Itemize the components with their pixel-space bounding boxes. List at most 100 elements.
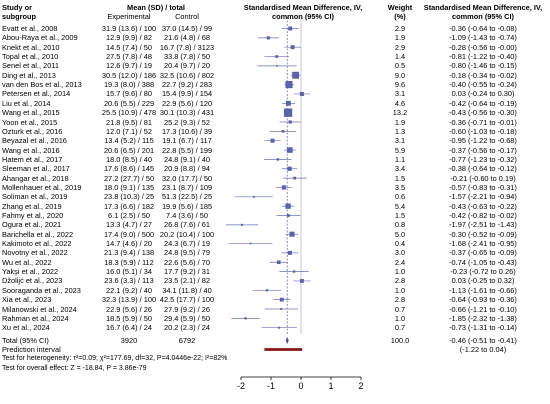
study-weight: 0.7 bbox=[394, 323, 406, 333]
prediction-label: Prediction interval bbox=[2, 345, 61, 354]
study-name: Yakşi et al., 2022 bbox=[2, 267, 59, 277]
total-diamond bbox=[285, 337, 289, 344]
study-name: Knekt et al., 2010 bbox=[2, 42, 60, 52]
study-ci-text: 0.03 (-0.25 to 0.32) bbox=[451, 276, 515, 286]
study-name: Džolijć et al., 2023 bbox=[2, 276, 63, 286]
study-control: 29.4 (5.9) / 50 bbox=[163, 313, 210, 323]
study-name: Mollenhauer et al., 2019 bbox=[2, 182, 82, 192]
study-square bbox=[285, 81, 293, 89]
study-ci-text: -0.57 (-0.83 to -0.31) bbox=[449, 182, 517, 192]
study-ci-text: -0.36 (-0.64 to -0.08) bbox=[449, 24, 517, 33]
study-name: Liu et al., 2014 bbox=[2, 98, 51, 108]
study-control: 20.2 (2.3) / 24 bbox=[163, 323, 210, 333]
study-control: 37.0 (14.5) / 99 bbox=[161, 24, 213, 33]
study-experimental: 22.1 (9.2) / 40 bbox=[105, 285, 152, 295]
study-weight: 4.6 bbox=[394, 98, 406, 108]
study-experimental: 23.8 (10.3) / 25 bbox=[103, 192, 155, 202]
study-control: 19.9 (5.6) / 185 bbox=[161, 201, 213, 211]
study-weight: 1.4 bbox=[394, 52, 406, 62]
study-weight: 9.0 bbox=[394, 70, 406, 80]
study-name: Beyazal et al., 2016 bbox=[2, 136, 67, 146]
study-weight: 3.4 bbox=[394, 164, 406, 174]
study-name: Ozturk et al., 2016 bbox=[2, 126, 63, 136]
study-experimental: 12.6 (9.7) / 19 bbox=[105, 61, 152, 71]
study-name: Evatt et al., 2008 bbox=[2, 24, 58, 33]
study-weight: 2.9 bbox=[394, 42, 406, 52]
study-square bbox=[275, 55, 279, 58]
study-experimental: 21.3 (9.4) / 138 bbox=[103, 248, 155, 258]
study-ci-text: -1.68 (-2.41 to -0.95) bbox=[449, 239, 517, 249]
study-experimental: 14.5 (7.4) / 50 bbox=[105, 42, 152, 52]
total-exp-n: 3920 bbox=[120, 336, 138, 345]
study-control: 20.2 (10.4) / 100 bbox=[159, 229, 215, 239]
study-control: 42.5 (17.7) / 100 bbox=[159, 295, 215, 305]
study-weight: 9.6 bbox=[394, 80, 406, 90]
study-square bbox=[279, 297, 284, 302]
study-experimental: 13.4 (5.2) / 115 bbox=[104, 136, 154, 146]
study-experimental: 27.2 (27.7) / 50 bbox=[103, 173, 155, 183]
study-square bbox=[288, 120, 292, 124]
study-experimental: 30.5 (12.0) / 186 bbox=[101, 70, 157, 80]
study-weight: 1.5 bbox=[394, 211, 406, 220]
study-control: 25.2 (9.3) / 52 bbox=[163, 117, 210, 127]
study-ci-text: -0.64 (-0.93 to -0.36) bbox=[449, 295, 517, 305]
study-weight: 1.1 bbox=[394, 154, 406, 164]
header-subgroup: subgroup bbox=[2, 12, 37, 21]
study-square bbox=[283, 108, 293, 117]
header-mean-sd-total: Mean (SD) / total bbox=[127, 3, 185, 12]
total-ctrl-n: 6792 bbox=[178, 336, 196, 345]
x-tick-label: 1 bbox=[328, 381, 334, 391]
study-square bbox=[288, 26, 293, 31]
study-control: 19.1 (6.7) / 117 bbox=[162, 136, 212, 146]
study-name: Rahman et al., 2024 bbox=[2, 313, 69, 323]
study-ci-text: -0.73 (-1.31 to -0.14) bbox=[449, 323, 517, 333]
study-ci-text: -0.42 (-0.82 to -0.02) bbox=[449, 211, 517, 220]
study-square bbox=[287, 166, 292, 171]
study-ci-text: -0.40 (-0.55 to -0.24) bbox=[449, 80, 517, 90]
study-weight: 2.9 bbox=[394, 24, 406, 33]
study-ci-text: -0.80 (-1.46 to -0.15) bbox=[449, 61, 517, 71]
header-effect-line1: Standardised Mean Difference, IV, bbox=[243, 3, 363, 12]
study-control: 33.8 (7.8) / 50 bbox=[163, 52, 210, 62]
study-weight: 1.0 bbox=[394, 267, 406, 277]
study-experimental: 12.9 (9.9) / 82 bbox=[105, 33, 152, 43]
study-square bbox=[289, 231, 295, 237]
study-weight: 1.5 bbox=[394, 173, 406, 183]
study-control: 20.4 (9.7) / 20 bbox=[163, 61, 210, 71]
overall-effect-text: Test for overall effect: Z = -18.84, P =… bbox=[2, 365, 147, 372]
study-weight: 2.4 bbox=[394, 257, 406, 267]
study-square bbox=[287, 147, 293, 153]
study-control: 22.8 (5.5) / 199 bbox=[161, 145, 213, 155]
study-control: 20.9 (8.8) / 94 bbox=[163, 164, 210, 174]
study-square bbox=[253, 195, 255, 198]
header-effect-line2: common (95% CI) bbox=[271, 12, 334, 21]
study-ci-text: -0.38 (-0.64 to -0.12) bbox=[449, 164, 517, 174]
study-ci-text: -1.85 (-2.32 to -1.38) bbox=[449, 313, 517, 323]
study-experimental: 16.7 (6.4) / 24 bbox=[105, 323, 152, 333]
study-name: Milanowski et al., 2024 bbox=[2, 304, 77, 314]
header-weight: Weight bbox=[387, 3, 413, 12]
study-square bbox=[285, 203, 291, 209]
study-control: 17.7 (9.2) / 31 bbox=[163, 267, 210, 277]
study-control: 27.9 (9.2) / 26 bbox=[163, 304, 210, 314]
study-ci-text: -1.97 (-2.51 to -1.43) bbox=[449, 220, 517, 230]
study-name: Topal et al., 2010 bbox=[2, 52, 59, 62]
study-control: 16.7 (7.8) / 3123 bbox=[159, 42, 215, 52]
study-weight: 0.5 bbox=[394, 61, 406, 71]
study-name: Wu et al., 2022 bbox=[2, 257, 52, 267]
study-control: 34.1 (11.8) / 40 bbox=[162, 285, 212, 295]
heterogeneity-text: Test for heterogeneity: τ²=0.09; χ²=177.… bbox=[2, 355, 228, 362]
study-square bbox=[281, 185, 287, 190]
study-weight: 0.8 bbox=[394, 220, 406, 230]
study-experimental: 32.3 (13.9) / 100 bbox=[101, 295, 157, 305]
study-weight: 2.8 bbox=[394, 276, 406, 286]
study-experimental: 21.8 (9.5) / 81 bbox=[105, 117, 152, 127]
study-control: 51.3 (22.5) / 25 bbox=[161, 192, 213, 202]
study-ci-text: -0.37 (-0.65 to -0.09) bbox=[449, 248, 517, 258]
study-ci-text: -0.60 (-1.03 to -0.18) bbox=[449, 126, 517, 136]
study-ci-text: -0.21 (-0.60 to 0.19) bbox=[450, 173, 516, 183]
study-ci-text: -0.30 (-0.52 to -0.09) bbox=[449, 229, 517, 239]
study-square bbox=[299, 91, 304, 96]
